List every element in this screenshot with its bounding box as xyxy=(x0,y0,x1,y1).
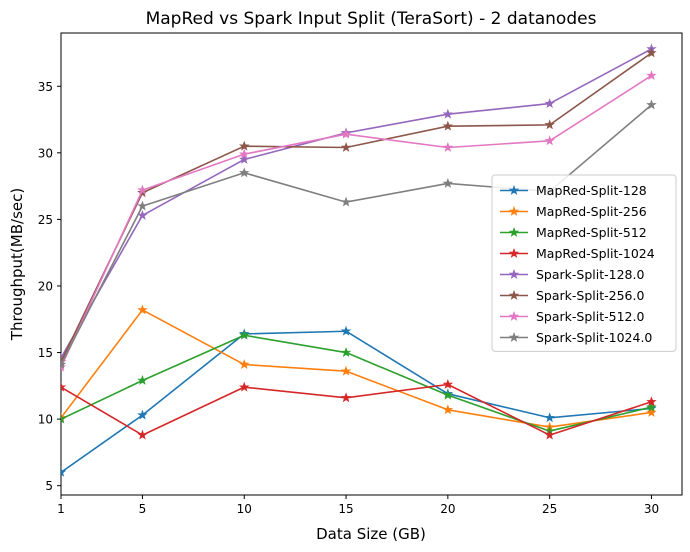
legend-item: MapRed-Split-1024 xyxy=(500,246,655,261)
data-point xyxy=(340,365,352,376)
legend-item: MapRed-Split-256 xyxy=(500,204,647,219)
data-point xyxy=(340,196,352,207)
legend-item: Spark-Split-512.0 xyxy=(500,309,644,324)
data-point xyxy=(646,47,657,58)
y-axis-label: Throughput(MB/sec) xyxy=(8,188,26,341)
y-tick-label: 20 xyxy=(38,279,53,293)
y-axis: 5 10 15 20 25 30 35 xyxy=(38,80,61,493)
data-point xyxy=(239,140,250,151)
legend-label: MapRed-Split-512 xyxy=(536,225,647,240)
data-point xyxy=(544,429,555,440)
series-spark-split-512-0 xyxy=(61,70,657,372)
legend-item: Spark-Split-256.0 xyxy=(500,288,644,303)
plot-frame xyxy=(60,32,683,496)
data-point xyxy=(544,412,555,423)
series-mapred-split-1024 xyxy=(61,379,657,440)
legend-marker xyxy=(508,332,520,342)
legend-label: Spark-Split-128.0 xyxy=(536,267,644,282)
data-point xyxy=(239,329,250,340)
legend-marker xyxy=(508,311,520,321)
data-point xyxy=(646,396,657,407)
data-point xyxy=(61,381,67,392)
series-layer xyxy=(61,43,657,477)
data-point xyxy=(340,128,352,139)
data-point xyxy=(137,409,148,420)
legend-marker xyxy=(508,227,520,237)
x-tick-label: 25 xyxy=(542,502,557,516)
data-point xyxy=(61,359,67,369)
series-line xyxy=(61,330,652,474)
data-point xyxy=(544,135,555,146)
x-tick-label: 5 xyxy=(139,502,147,516)
x-tick-label: 1 xyxy=(57,502,65,516)
legend-item: Spark-Split-1024.0 xyxy=(500,330,652,345)
y-tick-label: 5 xyxy=(45,479,53,493)
y-tick-label: 30 xyxy=(38,146,53,160)
data-point xyxy=(646,99,657,110)
legend-marker xyxy=(508,290,520,300)
data-point xyxy=(646,70,657,81)
x-axis: 1 5 10 15 20 25 30 xyxy=(57,495,659,516)
plot-area xyxy=(60,32,683,496)
legend-item: MapRed-Split-128 xyxy=(500,183,647,198)
legend: MapRed-Split-128 MapRed-Split-256 MapRed-S… xyxy=(491,174,677,352)
legend-label: Spark-Split-256.0 xyxy=(536,288,644,303)
legend-item: Spark-Split-128.0 xyxy=(500,267,644,282)
x-tick-label: 20 xyxy=(440,502,455,516)
legend-marker xyxy=(508,206,520,216)
data-point xyxy=(61,413,67,424)
y-tick-label: 10 xyxy=(38,413,53,427)
data-point xyxy=(239,359,250,369)
data-point xyxy=(137,429,148,440)
data-point xyxy=(137,184,148,195)
legend-marker xyxy=(508,248,520,258)
data-point xyxy=(646,401,657,412)
data-point xyxy=(239,154,250,164)
legend-marker xyxy=(508,269,520,279)
y-tick-label: 35 xyxy=(38,80,53,94)
legend-marker xyxy=(508,185,520,195)
data-point xyxy=(544,98,555,109)
data-point xyxy=(137,375,148,385)
data-point xyxy=(442,108,454,119)
data-point xyxy=(442,177,454,188)
data-point xyxy=(340,392,352,403)
data-point xyxy=(442,404,454,415)
x-axis-label: Data Size (GB) xyxy=(316,525,426,543)
legend-label: MapRed-Split-128 xyxy=(536,183,647,198)
legend-label: Spark-Split-1024.0 xyxy=(536,330,652,345)
data-point xyxy=(340,325,352,336)
data-point xyxy=(239,167,250,178)
legend-item: MapRed-Split-512 xyxy=(500,225,647,240)
x-tick-label: 15 xyxy=(338,502,353,516)
data-point xyxy=(137,200,148,211)
data-point xyxy=(646,406,657,417)
y-tick-label: 15 xyxy=(38,346,53,360)
chart-title: MapRed vs Spark Input Split (TeraSort) -… xyxy=(146,9,597,29)
y-tick-label: 25 xyxy=(38,213,53,227)
data-point xyxy=(137,304,148,315)
data-point xyxy=(442,379,454,389)
data-point xyxy=(340,142,352,152)
series-spark-split-256-0 xyxy=(61,47,657,367)
data-point xyxy=(239,148,250,159)
x-tick-label: 10 xyxy=(237,502,252,516)
data-point xyxy=(61,466,67,477)
data-point xyxy=(544,119,555,130)
legend-label: Spark-Split-512.0 xyxy=(536,309,644,324)
legend-label: MapRed-Split-1024 xyxy=(536,246,655,261)
data-point xyxy=(340,347,352,357)
legend-label: MapRed-Split-256 xyxy=(536,204,647,219)
data-point xyxy=(442,389,454,400)
legend-box xyxy=(491,174,677,352)
data-point xyxy=(442,120,454,131)
data-point xyxy=(442,142,454,152)
data-point xyxy=(239,381,250,392)
x-tick-label: 30 xyxy=(644,502,659,516)
